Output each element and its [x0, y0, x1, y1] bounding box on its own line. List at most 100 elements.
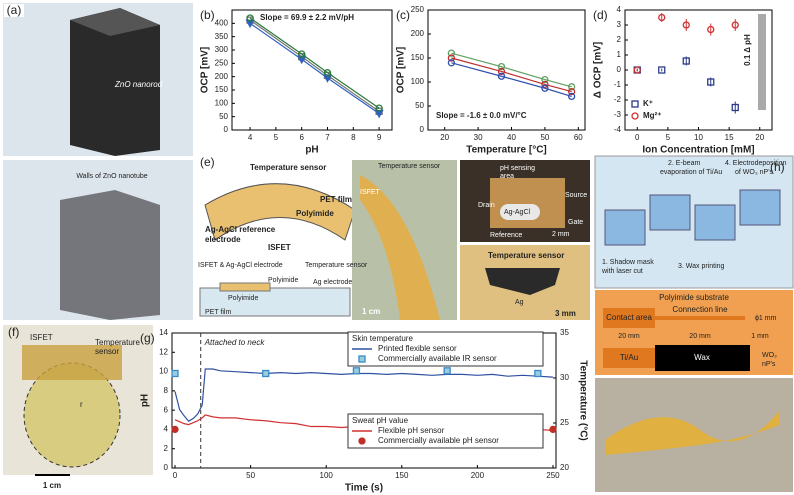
y-tick-label: 300 — [215, 45, 229, 54]
legend-marker — [358, 437, 366, 445]
label: ISFET & Ag-AgCl electrode — [198, 262, 283, 269]
annotation: Slope = 69.9 ± 2.2 mV/pH — [260, 13, 354, 22]
legend-box — [347, 413, 544, 449]
label: 1 mm — [751, 333, 769, 340]
panel-label: (a) — [7, 3, 22, 17]
marker — [682, 21, 690, 29]
marker — [707, 25, 715, 34]
label: electrode — [205, 235, 241, 244]
y-tick-label: 100 — [215, 98, 229, 107]
y2-tick-label: 30 — [560, 373, 569, 382]
label-bg — [4, 4, 24, 17]
y-tick-label: 0 — [617, 65, 622, 74]
y-tick-label: 150 — [215, 85, 229, 94]
label: Wax — [694, 353, 710, 362]
y-tick-label: 2 — [617, 35, 622, 44]
step — [739, 189, 781, 226]
marker — [497, 72, 506, 80]
label: Temperature — [95, 338, 140, 347]
label: 2. E-beam — [668, 160, 700, 167]
step — [694, 204, 736, 241]
y-tick-label: 400 — [215, 18, 229, 27]
marker — [567, 87, 576, 96]
marker — [262, 369, 270, 378]
legend-label: Flexible pH sensor — [378, 426, 445, 435]
y-tick-label: 10 — [159, 367, 168, 376]
panel-label: (d) — [593, 8, 608, 22]
plot-frame — [427, 9, 586, 131]
y-tick-label: -1 — [614, 80, 622, 89]
step — [649, 194, 691, 231]
marker — [447, 49, 456, 57]
connection-line — [655, 316, 745, 320]
label: 2 mm — [552, 231, 570, 238]
x-tick-label: 40 — [507, 133, 516, 142]
x-tick-label: 100 — [320, 471, 334, 480]
label: ISFET — [30, 333, 53, 342]
y-tick-label: 6 — [164, 405, 169, 414]
x-tick-label: 150 — [395, 471, 409, 480]
x-tick-label: 15 — [725, 133, 734, 142]
contact-area — [603, 308, 655, 328]
y-tick-label: 3 — [617, 20, 622, 29]
label: Source — [565, 192, 587, 199]
marker — [497, 62, 506, 71]
marker — [633, 66, 641, 74]
cross-section — [199, 287, 351, 317]
label: Temperature sensor — [488, 251, 564, 260]
legend-marker — [358, 355, 366, 363]
label: PET film — [320, 195, 352, 204]
marker — [497, 67, 506, 76]
legend-label: Commercially available pH sensor — [378, 436, 499, 445]
y-tick-label: 50 — [415, 101, 424, 110]
marker — [549, 425, 557, 434]
label: Reference — [490, 232, 522, 239]
label: Contact area — [606, 313, 652, 322]
y-tick-label: 14 — [159, 328, 168, 337]
label: Connection line — [672, 305, 728, 314]
x-tick-label: 50 — [246, 471, 255, 480]
label: r — [80, 400, 83, 409]
y-tick-label: -3 — [614, 110, 622, 119]
series-line — [174, 368, 554, 422]
y-tick-label: 250 — [411, 5, 425, 14]
x-tick-label: 0 — [635, 133, 640, 142]
marker — [297, 55, 307, 65]
marker — [171, 369, 179, 378]
marker — [322, 74, 333, 83]
legend-box — [347, 331, 544, 367]
y-tick-label: 100 — [411, 77, 425, 86]
marker — [534, 369, 542, 378]
label: Polyimide substrate — [659, 293, 729, 302]
x-tick-label: 0 — [173, 471, 178, 480]
nanorod — [70, 8, 160, 156]
x-tick-label: 7 — [325, 133, 330, 142]
label: ϕ1 mm — [755, 315, 777, 322]
marker — [447, 54, 456, 62]
label: ZnO nanorod — [114, 80, 163, 89]
label: 1. Shadow mask — [602, 259, 654, 266]
annotation: Slope = -1.6 ± 0.0 mV/°C — [436, 111, 527, 120]
y-tick-label: 0 — [164, 463, 169, 472]
y-tick-label: 4 — [164, 425, 169, 434]
y-tick-label: 0 — [224, 125, 229, 134]
marker — [658, 66, 666, 74]
y-tick-label: 0 — [420, 125, 425, 134]
y2-tick-label: 25 — [560, 418, 569, 427]
label: Walls of ZnO nanotube — [76, 173, 147, 180]
scale-bar — [758, 14, 766, 110]
device-photo — [605, 410, 780, 455]
x-tick-label: 10 — [694, 133, 703, 142]
x-tick-label: 6 — [299, 133, 304, 142]
label: ISFET — [360, 189, 381, 196]
marker — [707, 78, 715, 86]
marker — [443, 367, 451, 375]
y-axis-label: OCP [mV] — [200, 47, 211, 94]
label: WO₃ — [762, 352, 777, 359]
x-axis-label: pH — [305, 145, 318, 156]
marker — [374, 109, 384, 119]
label: 3. Wax printing — [678, 263, 725, 270]
x-tick-label: 250 — [546, 471, 560, 480]
layer — [219, 282, 271, 292]
